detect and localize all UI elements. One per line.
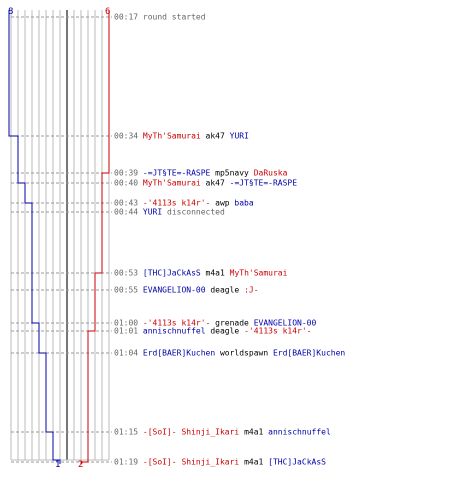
event-part: Erd[BAER]Kuchen — [138, 349, 215, 358]
event-row: 00:39 -=JT§TE=-RASPE mp5navy DaRuska — [114, 169, 288, 178]
event-row: 01:15 -[SoI]- Shinji_Ikari m4a1 annischn… — [114, 428, 331, 437]
event-row: 00:43 -'4113s k14r'- awp baba — [114, 199, 254, 208]
event-time: 00:40 — [114, 179, 138, 188]
event-time: 00:43 — [114, 199, 138, 208]
event-part: baba — [230, 199, 254, 208]
event-connector-lines — [11, 16, 112, 463]
event-time: 00:39 — [114, 169, 138, 178]
event-part: round started — [138, 13, 206, 22]
event-part: MyTh'Samurai — [138, 179, 201, 188]
event-part: YURI — [138, 208, 162, 217]
event-part: YURI — [225, 132, 249, 141]
event-part: -'4113s k14r'- — [138, 199, 210, 208]
event-part: annischnuffel — [138, 327, 206, 336]
event-time: 01:19 — [114, 458, 138, 467]
event-time: 00:17 — [114, 13, 138, 22]
event-row: 01:19 -[SoI]- Shinji_Ikari m4a1 [THC]JaC… — [114, 458, 326, 467]
event-part: -=JT§TE=-RASPE — [138, 169, 210, 178]
event-part: [THC]JaCkAsS — [263, 458, 326, 467]
event-part: -'4113s k14r'- — [239, 327, 311, 336]
event-part: -[SoI]- Shinji_Ikari — [138, 428, 239, 437]
event-part: m4a1 — [239, 428, 263, 437]
event-part: deagle — [206, 327, 240, 336]
event-row: 00:55 EVANGELION-00 deagle :J- — [114, 286, 259, 295]
event-log: 00:17 round started 00:34 MyTh'Samurai ak… — [114, 13, 345, 467]
event-part: [THC]JaCkAsS — [138, 269, 201, 278]
grid-lines — [10, 10, 110, 461]
event-row: 00:53 [THC]JaCkAsS m4a1 MyTh'Samurai — [114, 269, 288, 278]
event-part: MyTh'Samurai — [138, 132, 201, 141]
event-time: 01:00 — [114, 319, 138, 328]
event-part: -'4113s k14r'- — [138, 319, 210, 328]
event-part: worldspawn — [215, 349, 268, 358]
event-part: awp — [210, 199, 229, 208]
event-time: 00:53 — [114, 269, 138, 278]
event-row: 01:04 Erd[BAER]Kuchen worldspawn Erd[BAE… — [114, 349, 345, 358]
blue-team-alive-line — [8, 10, 61, 464]
event-part: m4a1 — [239, 458, 263, 467]
event-part: :J- — [239, 286, 258, 295]
red-team-alive-line — [80, 10, 110, 464]
event-row: 00:34 MyTh'Samurai ak47 YURI — [114, 132, 249, 141]
blue-start-count: 8 — [8, 7, 13, 17]
event-part: EVANGELION-00 — [249, 319, 317, 328]
event-time: 01:15 — [114, 428, 138, 437]
event-row: 00:17 round started — [114, 13, 206, 22]
event-row: 00:44 YURI disconnected — [114, 208, 225, 217]
event-time: 00:55 — [114, 286, 138, 295]
red-start-count: 6 — [105, 7, 110, 17]
event-part: mp5navy — [210, 169, 249, 178]
event-time: 01:01 — [114, 327, 138, 336]
event-part: disconnected — [162, 208, 225, 217]
event-part: DaRuska — [249, 169, 288, 178]
event-part: Erd[BAER]Kuchen — [268, 349, 345, 358]
event-part: grenade — [210, 319, 249, 328]
event-part: -[SoI]- Shinji_Ikari — [138, 458, 239, 467]
event-time: 00:34 — [114, 132, 138, 141]
blue-end-count: 1 — [55, 460, 60, 470]
event-row: 01:01 annischnuffel deagle -'4113s k14r'… — [114, 327, 312, 336]
event-part: annischnuffel — [263, 428, 331, 437]
red-end-count: 2 — [78, 460, 83, 470]
event-part: MyTh'Samurai — [225, 269, 288, 278]
event-part: -=JT§TE=-RASPE — [225, 179, 297, 188]
event-part: deagle — [206, 286, 240, 295]
event-part: ak47 — [201, 132, 225, 141]
event-part: ak47 — [201, 179, 225, 188]
event-part: m4a1 — [201, 269, 225, 278]
event-time: 01:04 — [114, 349, 138, 358]
event-part: EVANGELION-00 — [138, 286, 206, 295]
event-row: 00:40 MyTh'Samurai ak47 -=JT§TE=-RASPE — [114, 179, 297, 188]
event-row: 01:00 -'4113s k14r'- grenade EVANGELION-… — [114, 319, 316, 328]
event-time: 00:44 — [114, 208, 138, 217]
